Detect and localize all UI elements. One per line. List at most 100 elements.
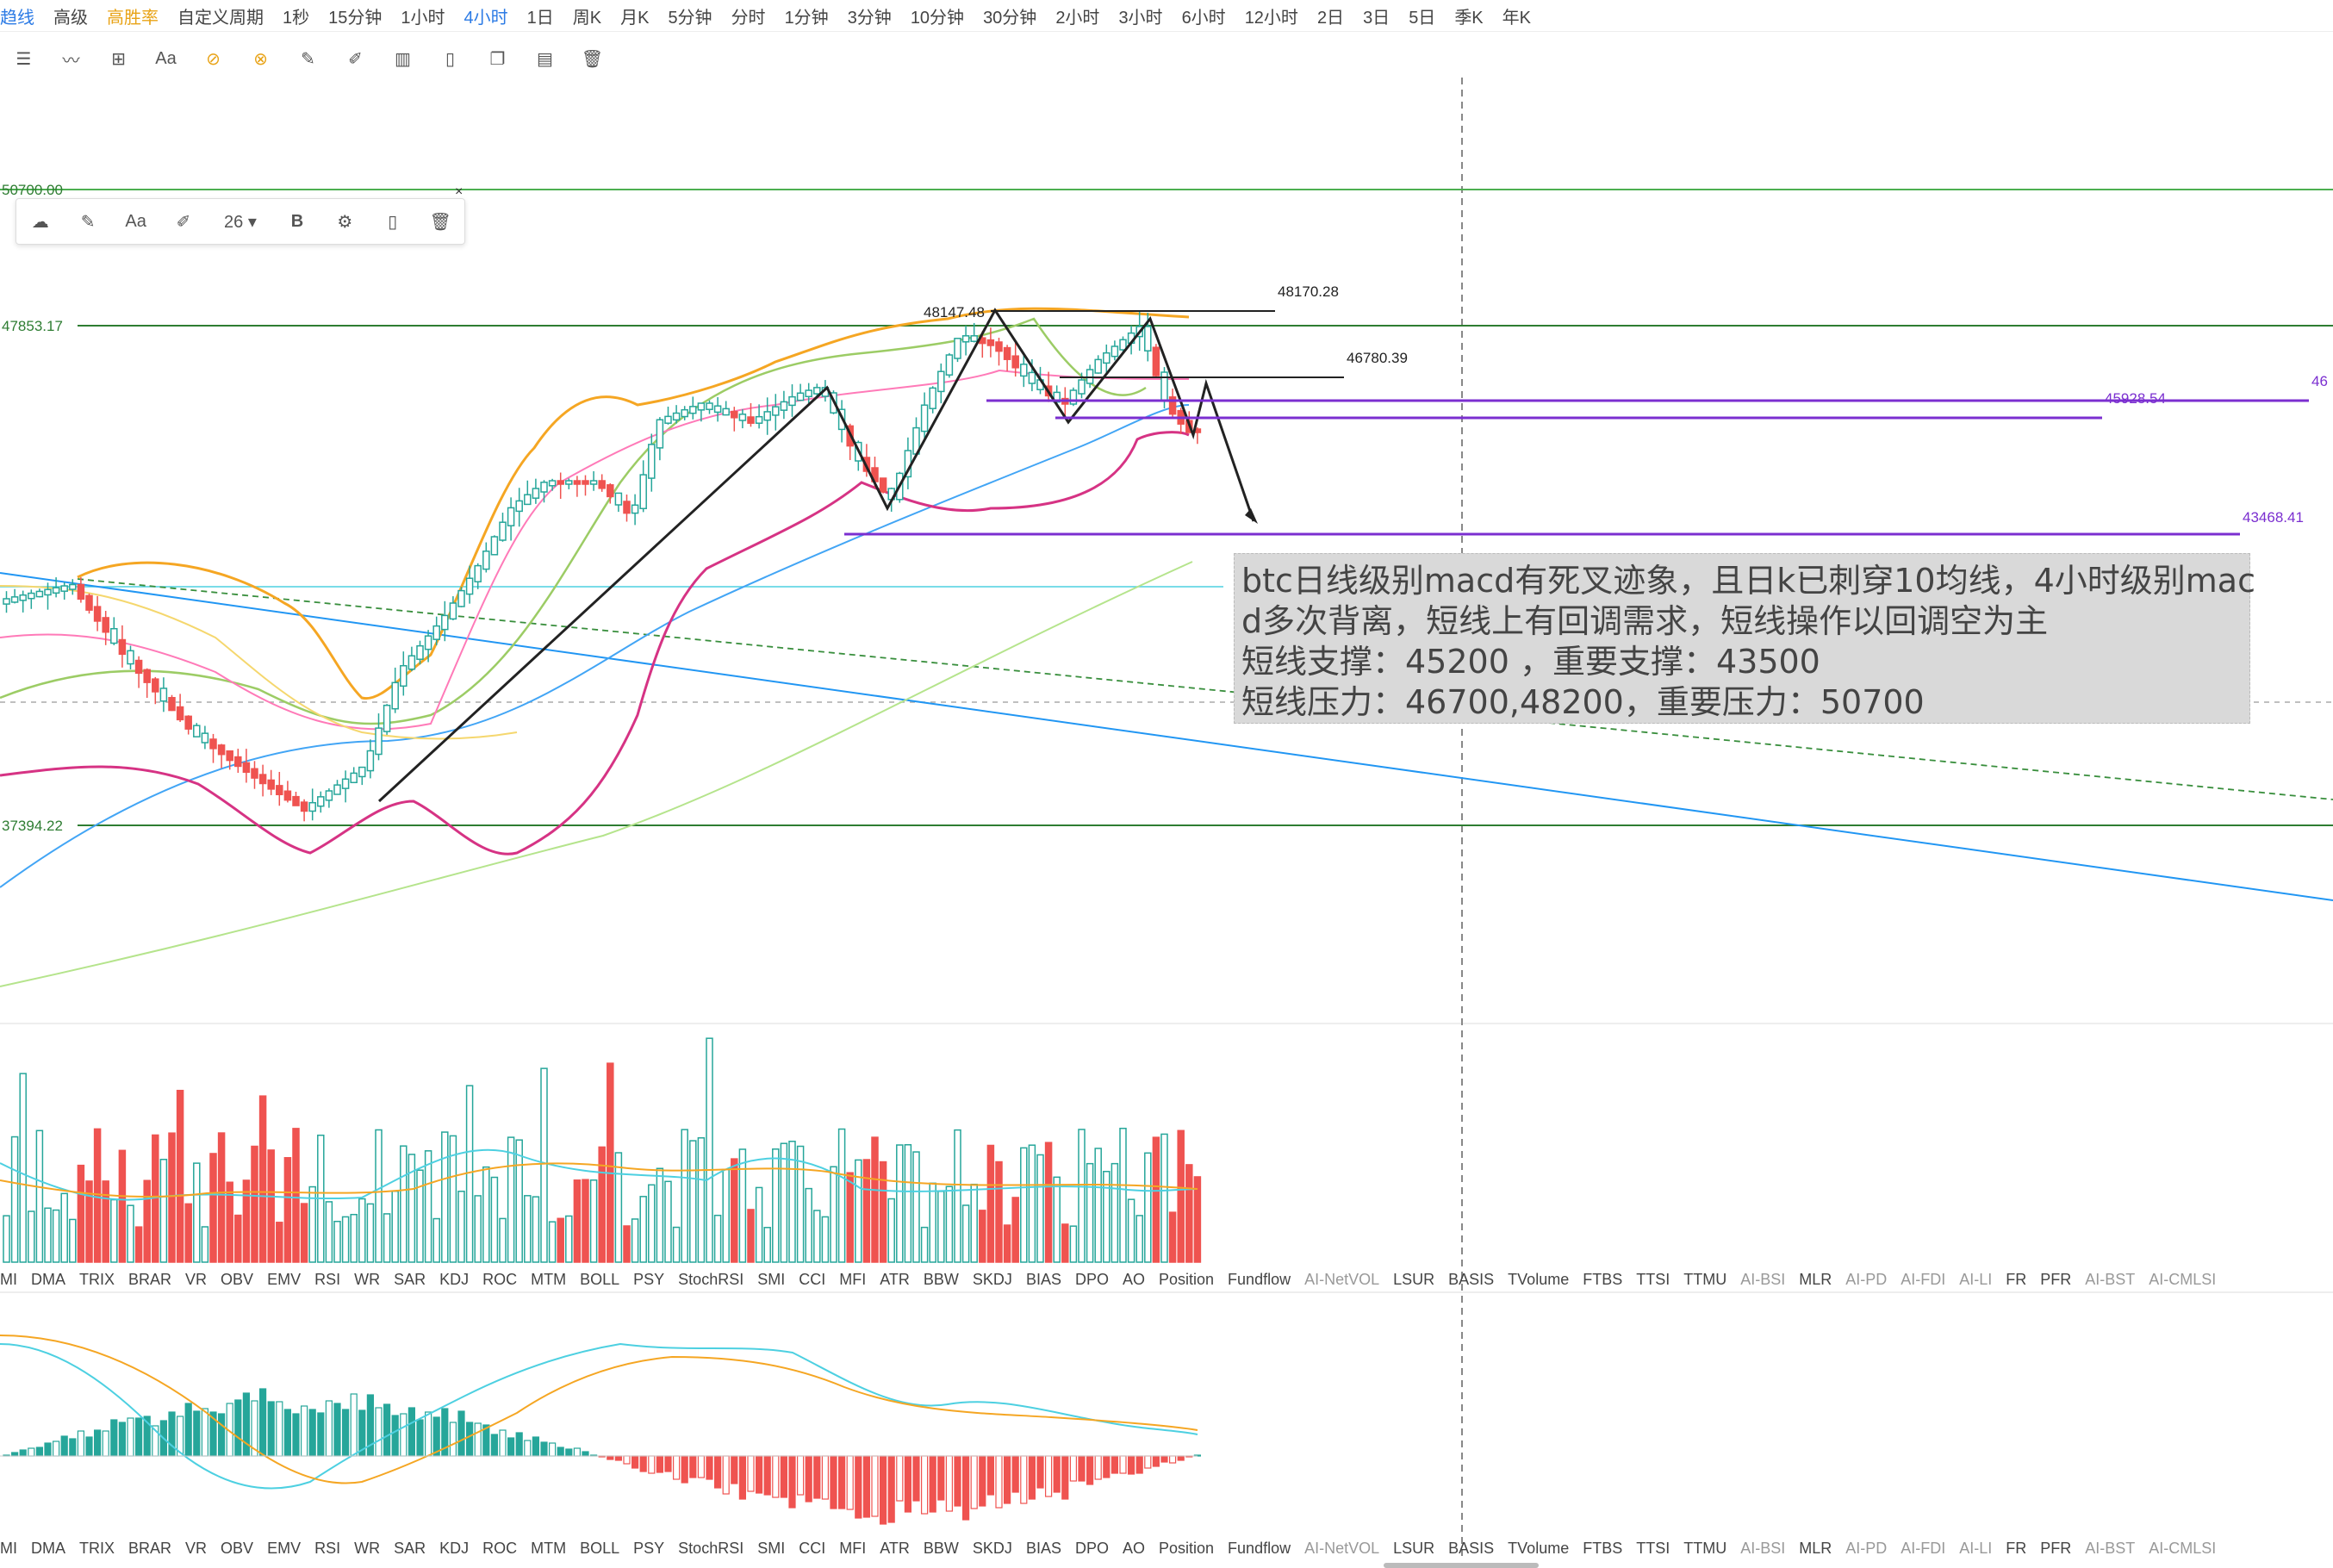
indicator-tab-rsi[interactable]: RSI <box>314 1539 341 1557</box>
indicator-tab-ao[interactable]: AO <box>1122 1270 1145 1288</box>
indicator-tab-atr[interactable]: ATR <box>880 1270 910 1288</box>
indicator-tab-boll[interactable]: BOLL <box>580 1539 620 1557</box>
indicator-tab-ai-fdi[interactable]: AI-FDI <box>1901 1539 1946 1557</box>
timeframe-2[interactable]: 高胜率 <box>107 8 159 28</box>
indicator-tab-psy[interactable]: PSY <box>633 1539 665 1557</box>
indicator-tab-ttsi[interactable]: TTSI <box>1636 1270 1670 1288</box>
indicator-tab-pfr[interactable]: PFR <box>2040 1539 2072 1557</box>
candles-icon[interactable]: ▥ <box>395 49 411 69</box>
indicator-tab-obv[interactable]: OBV <box>221 1270 254 1288</box>
indicator-tab-wr[interactable]: WR <box>354 1539 381 1557</box>
timeframe-0[interactable]: 趋线 <box>0 8 34 28</box>
brush-icon[interactable]: ✐ <box>348 49 363 69</box>
indicator-tab-atr[interactable]: ATR <box>880 1539 910 1557</box>
indicator-tab-ai-li[interactable]: AI-LI <box>1959 1270 1993 1288</box>
horizontal-scrollbar[interactable] <box>1384 1563 1539 1568</box>
bold-button[interactable]: B <box>290 211 304 231</box>
analysis-note[interactable]: btc日线级别macd有死叉迹象，且日k已刺穿10均线，4小时级别mac d多次… <box>1234 553 2255 724</box>
indicator-tab-wr[interactable]: WR <box>354 1270 381 1288</box>
indicator-tab-rsi[interactable]: RSI <box>314 1270 341 1288</box>
indicator-tab-fr[interactable]: FR <box>2006 1539 2027 1557</box>
indicator-tab-position[interactable]: Position <box>1159 1539 1215 1557</box>
indicator-tab-ai-cmlsi[interactable]: AI-CMLSI <box>2149 1270 2217 1288</box>
timeframe-3[interactable]: 自定义周期 <box>177 8 264 28</box>
indicator-tab-basis[interactable]: BASIS <box>1448 1270 1495 1288</box>
indicator-tab-ai-pd[interactable]: AI-PD <box>1845 1539 1888 1557</box>
timeframe-20[interactable]: 12小时 <box>1244 8 1298 28</box>
indicator-tab-position[interactable]: Position <box>1159 1270 1215 1288</box>
timeframe-16[interactable]: 30分钟 <box>983 8 1037 28</box>
timeframe-12[interactable]: 分时 <box>731 8 766 28</box>
indicator-tab-kdj[interactable]: KDJ <box>439 1539 470 1557</box>
timeframe-15[interactable]: 10分钟 <box>910 8 965 28</box>
timeframe-11[interactable]: 5分钟 <box>668 8 712 28</box>
indicator-tab-ttmu[interactable]: TTMU <box>1683 1270 1727 1288</box>
timeframe-13[interactable]: 1分钟 <box>784 8 829 28</box>
indicator-tab-ai-netvol[interactable]: AI-NetVOL <box>1304 1270 1380 1288</box>
indicator-tab-ao[interactable]: AO <box>1122 1539 1145 1557</box>
indicator-tab-psy[interactable]: PSY <box>633 1270 665 1288</box>
indicator-tab-stochrsi[interactable]: StochRSI <box>678 1270 744 1288</box>
timeframe-1[interactable]: 高级 <box>53 8 88 28</box>
indicator-tab-fr[interactable]: FR <box>2006 1270 2027 1288</box>
indicator-tab-mi[interactable]: MI <box>0 1539 17 1557</box>
indicator-tab-basis[interactable]: BASIS <box>1448 1539 1495 1557</box>
timeframe-23[interactable]: 5日 <box>1409 8 1436 28</box>
indicator-tab-emv[interactable]: EMV <box>267 1539 302 1557</box>
indicator-tab-brar[interactable]: BRAR <box>128 1270 172 1288</box>
indicator-tab-bias[interactable]: BIAS <box>1025 1270 1061 1288</box>
indicator-tab-mi[interactable]: MI <box>0 1270 17 1288</box>
indicator-tab-ai-bsi[interactable]: AI-BSI <box>1740 1270 1786 1288</box>
clipboard-icon[interactable]: ▯ <box>445 49 455 69</box>
indicator-tab-mfi[interactable]: MFI <box>839 1270 867 1288</box>
timeframe-9[interactable]: 周K <box>572 8 602 28</box>
indicator-tab-ai-cmlsi[interactable]: AI-CMLSI <box>2149 1539 2217 1557</box>
indicator-tab-brar[interactable]: BRAR <box>128 1539 172 1557</box>
timeframe-17[interactable]: 2小时 <box>1055 8 1100 28</box>
timeframe-14[interactable]: 3分钟 <box>847 8 892 28</box>
close-icon[interactable]: × <box>455 184 463 199</box>
timeframe-8[interactable]: 1日 <box>526 8 554 28</box>
settings-icon[interactable]: ⚙ <box>337 212 353 232</box>
indicator-tab-tvolume[interactable]: TVolume <box>1508 1270 1570 1288</box>
indicator-tab-ftbs[interactable]: FTBS <box>1583 1270 1623 1288</box>
indicator-tab-mtm[interactable]: MTM <box>531 1270 567 1288</box>
timeframe-19[interactable]: 6小时 <box>1181 8 1226 28</box>
timeframe-18[interactable]: 3小时 <box>1118 8 1163 28</box>
indicator-tab-sar[interactable]: SAR <box>394 1539 426 1557</box>
indicator-tab-lsur[interactable]: LSUR <box>1393 1270 1435 1288</box>
font-icon[interactable]: Aa <box>125 211 146 231</box>
indicator-tab-skdj[interactable]: SKDJ <box>972 1270 1012 1288</box>
indicator-tab-stochrsi[interactable]: StochRSI <box>678 1539 744 1557</box>
indicator-tab-bbw[interactable]: BBW <box>923 1539 959 1557</box>
indicator-tab-vr[interactable]: VR <box>185 1539 208 1557</box>
indicator-tab-mfi[interactable]: MFI <box>839 1539 867 1557</box>
indicator-tab-ai-bsi[interactable]: AI-BSI <box>1740 1539 1786 1557</box>
indicator-tab-ai-bst[interactable]: AI-BST <box>2085 1539 2136 1557</box>
timeframe-6[interactable]: 1小时 <box>401 8 445 28</box>
cloud-icon[interactable]: ☁ <box>31 212 49 232</box>
paint-icon[interactable]: ✐ <box>176 212 191 232</box>
indicator-tab-fundflow[interactable]: Fundflow <box>1228 1270 1291 1288</box>
indicator-tab-ai-bst[interactable]: AI-BST <box>2085 1270 2136 1288</box>
indicator-tab-mtm[interactable]: MTM <box>531 1539 567 1557</box>
indicator-tab-bbw[interactable]: BBW <box>923 1270 959 1288</box>
indicator-tab-vr[interactable]: VR <box>185 1270 208 1288</box>
text-icon[interactable]: Aa <box>155 48 177 68</box>
indicator-tab-ftbs[interactable]: FTBS <box>1583 1539 1623 1557</box>
indicator-tab-skdj[interactable]: SKDJ <box>972 1539 1012 1557</box>
indicator-tab-cci[interactable]: CCI <box>799 1270 826 1288</box>
indicator-tab-cci[interactable]: CCI <box>799 1539 826 1557</box>
delete-icon[interactable]: 🗑 <box>429 212 451 232</box>
indicator-tab-boll[interactable]: BOLL <box>580 1270 620 1288</box>
indicator-tab-trix[interactable]: TRIX <box>79 1270 115 1288</box>
indicator-tab-ttsi[interactable]: TTSI <box>1636 1539 1670 1557</box>
indicator-tab-emv[interactable]: EMV <box>267 1270 302 1288</box>
indicator-tab-obv[interactable]: OBV <box>221 1539 254 1557</box>
indicator-tab-smi[interactable]: SMI <box>757 1270 786 1288</box>
indicator-tab-lsur[interactable]: LSUR <box>1393 1539 1435 1557</box>
indicator-tab-dma[interactable]: DMA <box>31 1270 65 1288</box>
edit-icon[interactable]: ▤ <box>537 49 553 69</box>
plus-box-icon[interactable]: ⊞ <box>111 49 126 69</box>
indicator-tab-dpo[interactable]: DPO <box>1074 1270 1109 1288</box>
